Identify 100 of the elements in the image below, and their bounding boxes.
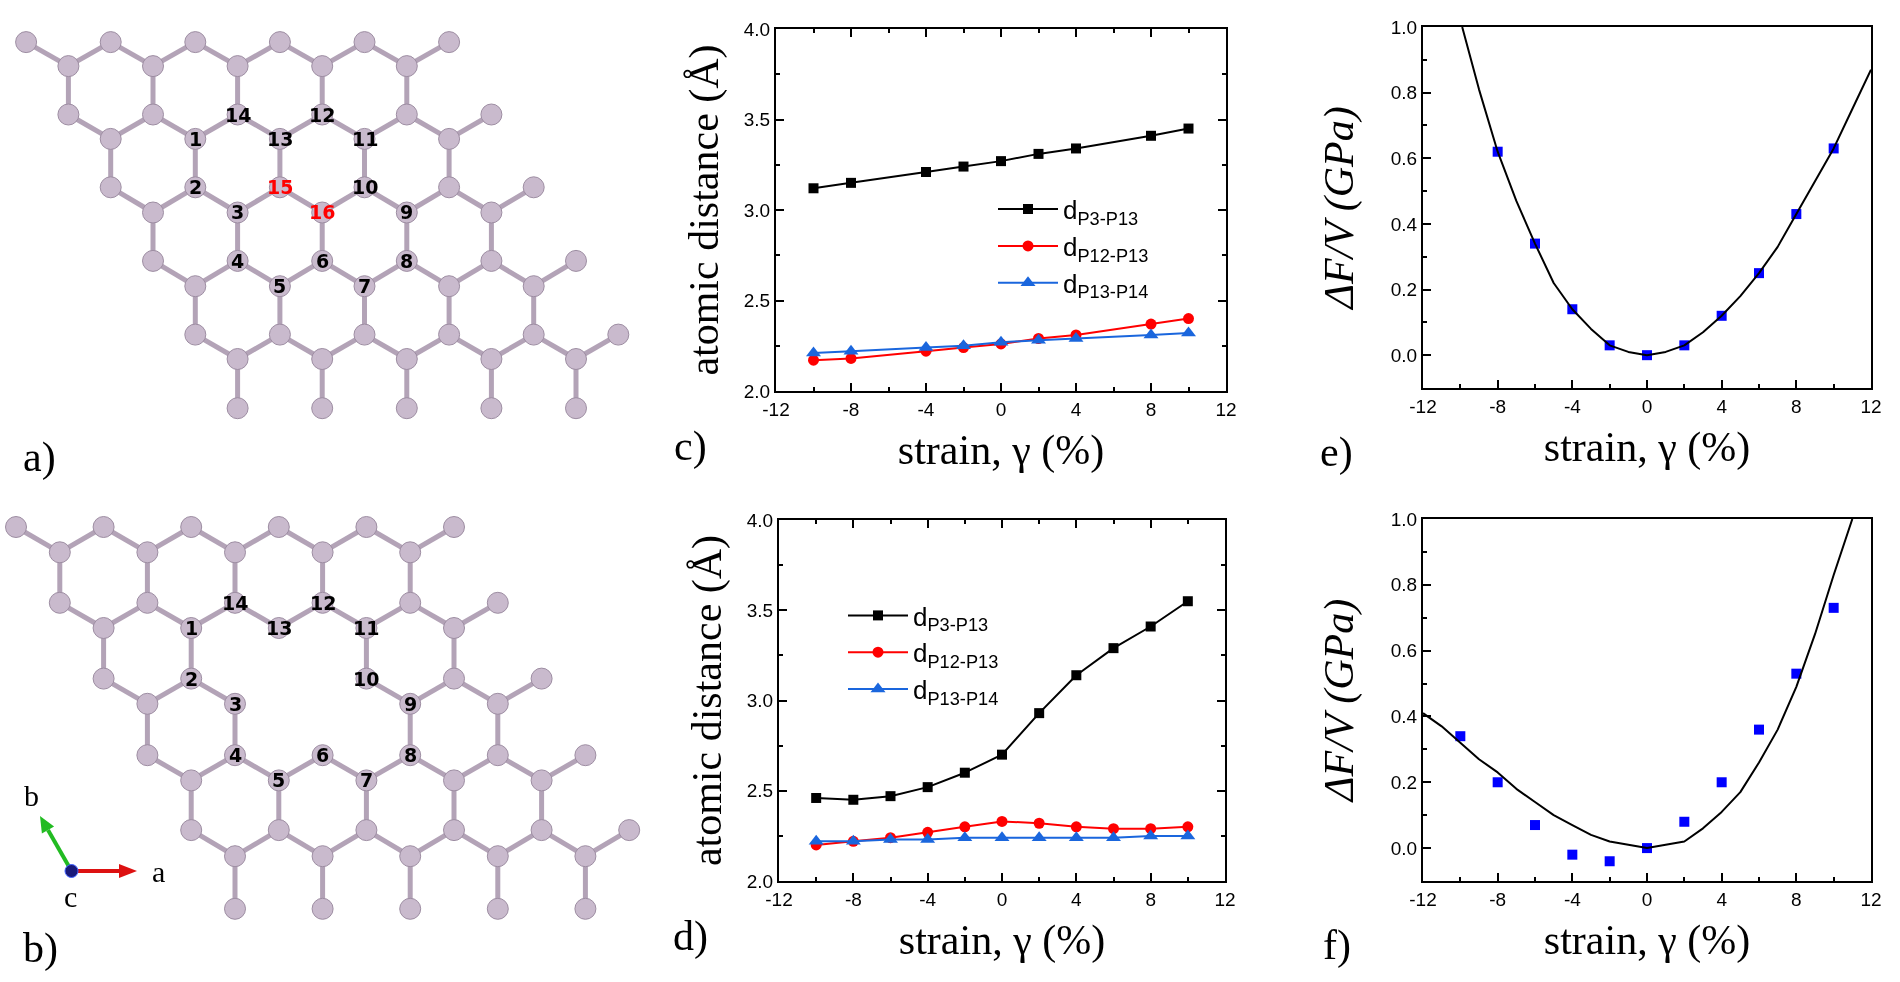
legend-label: d$_{P13-P14}$	[913, 675, 999, 709]
y-tick-label: 3.0	[743, 199, 771, 221]
point	[1604, 856, 1615, 867]
x-tick-label: 4	[1716, 888, 1728, 910]
text: 5	[272, 769, 286, 791]
point	[1679, 816, 1690, 827]
y-tick-label: 3.0	[746, 690, 774, 712]
x-tick-label: 12	[1214, 888, 1236, 910]
text: c)	[674, 423, 707, 470]
text: 1	[189, 128, 203, 150]
x-tick-label: 0	[1641, 888, 1653, 910]
point	[1108, 823, 1119, 835]
text: 6	[316, 744, 330, 766]
point	[959, 767, 970, 778]
x-tick-label: 4	[1070, 398, 1082, 420]
text: 9	[404, 693, 418, 715]
point	[922, 782, 933, 793]
point	[1145, 621, 1156, 632]
legend-label: d$_{P13-P14}$	[1063, 268, 1149, 303]
x-axis-title: strain, γ (%)	[897, 427, 1105, 475]
x-tick-label: -12	[1409, 395, 1437, 417]
text: 6	[316, 250, 330, 272]
legend-label: d$_{P3-P13}$	[1063, 195, 1139, 229]
point	[1145, 318, 1157, 330]
x-tick-label: -8	[1489, 888, 1507, 910]
text: e)	[1320, 429, 1353, 476]
y-tick-label: 4.0	[743, 18, 771, 40]
point	[1071, 670, 1082, 681]
x-tick-label: 0	[996, 888, 1008, 910]
text: 14	[225, 104, 252, 126]
x-axis-title: strain, γ (%)	[1543, 424, 1751, 472]
point	[996, 815, 1008, 827]
text: 13	[266, 617, 293, 639]
text: 1	[185, 617, 199, 639]
text: 11	[352, 128, 379, 150]
x-tick-label: -8	[844, 888, 862, 910]
y-tick-label: 0.6	[1390, 147, 1418, 169]
text: b)	[23, 925, 58, 972]
x-tick-label: 8	[1145, 888, 1156, 910]
point	[1146, 130, 1156, 141]
text: d)	[673, 913, 708, 960]
y-tick-label: 0.8	[1390, 574, 1418, 596]
y-axis-title: atomic distance (Å)	[681, 44, 729, 376]
y-tick-label: 0.2	[1390, 279, 1418, 301]
point	[885, 791, 896, 802]
text: 4	[231, 250, 245, 272]
x-axis-title: strain, γ (%)	[898, 917, 1106, 965]
text: 4	[229, 744, 243, 766]
y-axis-title: ΔF/V (GPa)	[1316, 106, 1364, 311]
y-tick-label: 0.4	[1390, 213, 1418, 235]
y-tick-label: 0.4	[1390, 706, 1418, 728]
point	[1033, 817, 1045, 829]
legend-label: d$_{P12-P13}$	[913, 638, 999, 672]
point	[996, 156, 1006, 167]
y-tick-label: 0.0	[1390, 344, 1418, 366]
y-axis-title: ΔF/V (GPa)	[1316, 598, 1364, 804]
point	[1455, 731, 1466, 742]
x-tick-label: -12	[1409, 888, 1437, 910]
text: b	[24, 779, 39, 812]
point	[808, 183, 819, 194]
point	[1182, 821, 1194, 833]
text: 8	[404, 744, 418, 766]
text: 9	[400, 201, 414, 223]
x-tick-label: 4	[1071, 888, 1083, 910]
y-tick-label: 2.5	[743, 290, 771, 312]
point	[959, 821, 971, 833]
y-tick-label: 0.8	[1390, 82, 1418, 104]
point	[1182, 596, 1193, 607]
point	[1567, 849, 1578, 860]
text: 12	[310, 592, 337, 614]
text: 8	[400, 250, 414, 272]
y-tick-label: 0.2	[1390, 771, 1418, 793]
x-tick-label: 0	[995, 398, 1007, 420]
text: 12	[309, 104, 336, 126]
point	[997, 749, 1007, 760]
point	[1071, 143, 1081, 154]
text: a	[152, 855, 166, 888]
point	[1183, 123, 1194, 134]
text: 3	[231, 201, 245, 223]
y-tick-label: 0.0	[1390, 837, 1418, 859]
point	[921, 166, 931, 177]
x-tick-label: 12	[1860, 395, 1882, 417]
text: a)	[23, 434, 56, 481]
y-tick-label: 1.0	[1390, 16, 1418, 38]
text: 7	[360, 769, 374, 791]
point	[1033, 148, 1044, 159]
text: 10	[353, 668, 380, 690]
x-tick-label: -4	[917, 398, 935, 420]
point	[1492, 777, 1503, 788]
x-tick-label: 0	[1641, 395, 1653, 417]
legend-label: d$_{P3-P13}$	[913, 601, 989, 635]
text: 14	[222, 592, 249, 614]
x-tick-label: 8	[1791, 888, 1802, 910]
text: 11	[353, 617, 380, 639]
point	[1530, 820, 1540, 831]
x-tick-label: 12	[1860, 888, 1882, 910]
x-tick-label: -4	[1563, 888, 1582, 910]
x-tick-label: -8	[842, 398, 860, 420]
x-tick-label: 8	[1791, 395, 1802, 417]
x-tick-label: 8	[1145, 398, 1157, 420]
